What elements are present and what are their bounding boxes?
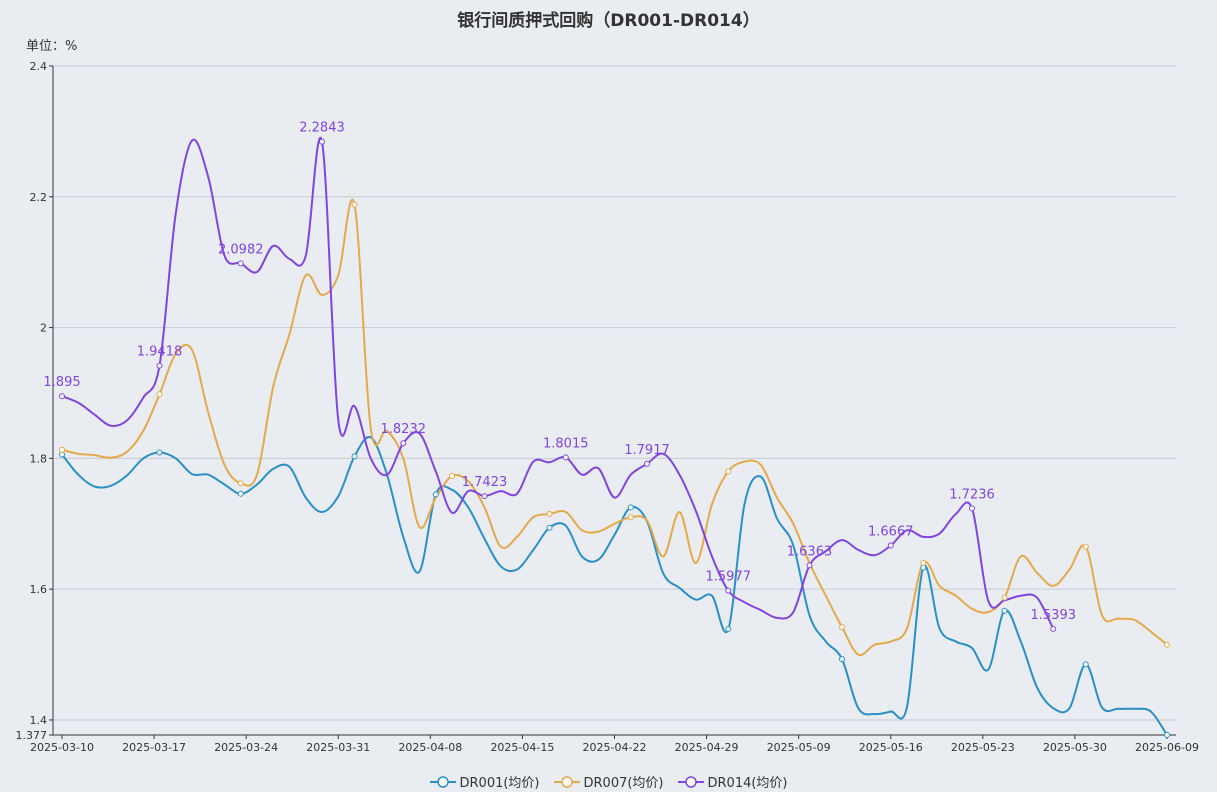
series-point xyxy=(627,514,634,521)
series-point xyxy=(839,624,845,631)
series-point xyxy=(481,493,488,500)
series-point xyxy=(725,626,732,633)
chart-title: 银行间质押式回购（DR001-DR014） xyxy=(457,11,760,31)
series-point xyxy=(1001,607,1008,614)
legend-item-1[interactable]: DR001(均价) xyxy=(429,772,540,791)
series-point xyxy=(887,542,894,549)
series-point xyxy=(839,656,845,663)
legend-label: DR001(均价) xyxy=(459,776,540,791)
x-tick-label: 2025-03-24 xyxy=(214,741,278,754)
data-label: 1.6363 xyxy=(787,544,833,559)
legend-label: DR007(均价) xyxy=(583,776,664,791)
series-point xyxy=(920,560,927,567)
x-tick-label: 2025-04-08 xyxy=(398,741,462,754)
legend-item-2[interactable]: DR007(均价) xyxy=(553,772,664,791)
data-label: 1.5393 xyxy=(1031,608,1077,623)
x-tick-label: 2025-05-30 xyxy=(1043,741,1107,754)
x-tick-label: 2025-04-15 xyxy=(490,741,554,754)
series-line-3 xyxy=(61,137,1055,630)
series-point xyxy=(546,510,553,517)
x-tick-label: 2025-05-16 xyxy=(859,741,923,754)
data-label: 2.0982 xyxy=(218,242,264,257)
y-axis-unit-label: 单位：% xyxy=(26,39,78,54)
series-point xyxy=(969,505,975,512)
series-point xyxy=(1050,625,1057,632)
series-point xyxy=(1082,543,1089,550)
series-point xyxy=(1001,594,1008,601)
data-label: 1.7423 xyxy=(462,475,508,490)
series-point xyxy=(59,446,65,453)
y-tick-label: 2.4 xyxy=(30,60,48,73)
y-tick-label: 2.2 xyxy=(30,191,48,204)
series-point xyxy=(156,391,163,398)
data-label: 1.7236 xyxy=(949,487,995,502)
data-label: 1.9418 xyxy=(137,345,183,360)
series-point xyxy=(546,524,553,531)
series-point xyxy=(237,260,244,267)
axes: 1.377 1.4 1.6 1.8 2 2.2 2.4 2025-03-10 2025-03-1… xyxy=(16,60,1199,754)
y-tick-label: 1.6 xyxy=(30,583,48,596)
x-tick-label: 2025-06-09 xyxy=(1135,741,1199,754)
data-labels: 1.895 1.9418 2.0982 2.2843 1.8232 1.7423 1.801… xyxy=(43,121,1076,623)
data-label: 2.2843 xyxy=(299,121,345,136)
series-point xyxy=(725,587,732,594)
data-label: 1.8015 xyxy=(543,436,589,451)
legend: DR001(均价) DR007(均价) DR014(均价) xyxy=(0,772,1217,791)
series-point xyxy=(449,473,455,480)
data-label: 1.8232 xyxy=(381,422,427,437)
y-tick-label: 1.4 xyxy=(30,714,48,727)
series-point xyxy=(644,460,650,467)
data-label: 1.6667 xyxy=(868,525,914,540)
series-point xyxy=(1164,732,1170,738)
series-point xyxy=(237,480,244,487)
series-point xyxy=(351,453,358,460)
x-tick-label: 2025-05-09 xyxy=(767,741,831,754)
series-point xyxy=(1082,661,1089,668)
series-point xyxy=(562,454,569,461)
x-tick-label: 2025-03-31 xyxy=(306,741,370,754)
data-label: 1.7917 xyxy=(624,443,670,458)
series-markers xyxy=(59,138,1170,738)
series-line-2 xyxy=(61,198,1168,657)
y-tick-label: 1.377 xyxy=(16,729,48,742)
line-chart: 1.377 1.4 1.6 1.8 2 2.2 2.4 2025-03-10 2025-03-1… xyxy=(16,60,1199,754)
x-tick-label: 2025-04-29 xyxy=(675,741,739,754)
x-tick-label: 2025-03-17 xyxy=(122,741,186,754)
series-point xyxy=(400,440,407,447)
series-line-1 xyxy=(61,435,1168,736)
series-point xyxy=(319,138,325,145)
series-point xyxy=(806,562,813,569)
series-point xyxy=(156,362,163,369)
legend-marker-icon xyxy=(429,775,456,788)
data-label: 1.895 xyxy=(43,375,80,390)
grid-lines xyxy=(53,65,1176,736)
legend-marker-icon xyxy=(677,775,704,788)
series-point xyxy=(627,504,634,511)
x-tick-label: 2025-04-22 xyxy=(583,741,647,754)
y-tick-label: 1.8 xyxy=(30,452,48,465)
y-tick-label: 2 xyxy=(40,322,47,335)
series-point xyxy=(351,201,358,208)
x-tick-label: 2025-05-23 xyxy=(951,741,1015,754)
legend-marker-icon xyxy=(553,775,580,788)
series-point xyxy=(432,491,439,498)
series-point xyxy=(1164,641,1170,648)
series-point xyxy=(59,393,65,400)
legend-label: DR014(均价) xyxy=(707,776,788,791)
data-label: 1.5977 xyxy=(706,570,752,585)
series-point xyxy=(156,449,163,456)
series-lines xyxy=(61,137,1168,736)
series-point xyxy=(237,490,244,497)
series-point xyxy=(725,468,732,475)
legend-item-3[interactable]: DR014(均价) xyxy=(677,772,788,791)
x-tick-label: 2025-03-10 xyxy=(30,741,94,754)
